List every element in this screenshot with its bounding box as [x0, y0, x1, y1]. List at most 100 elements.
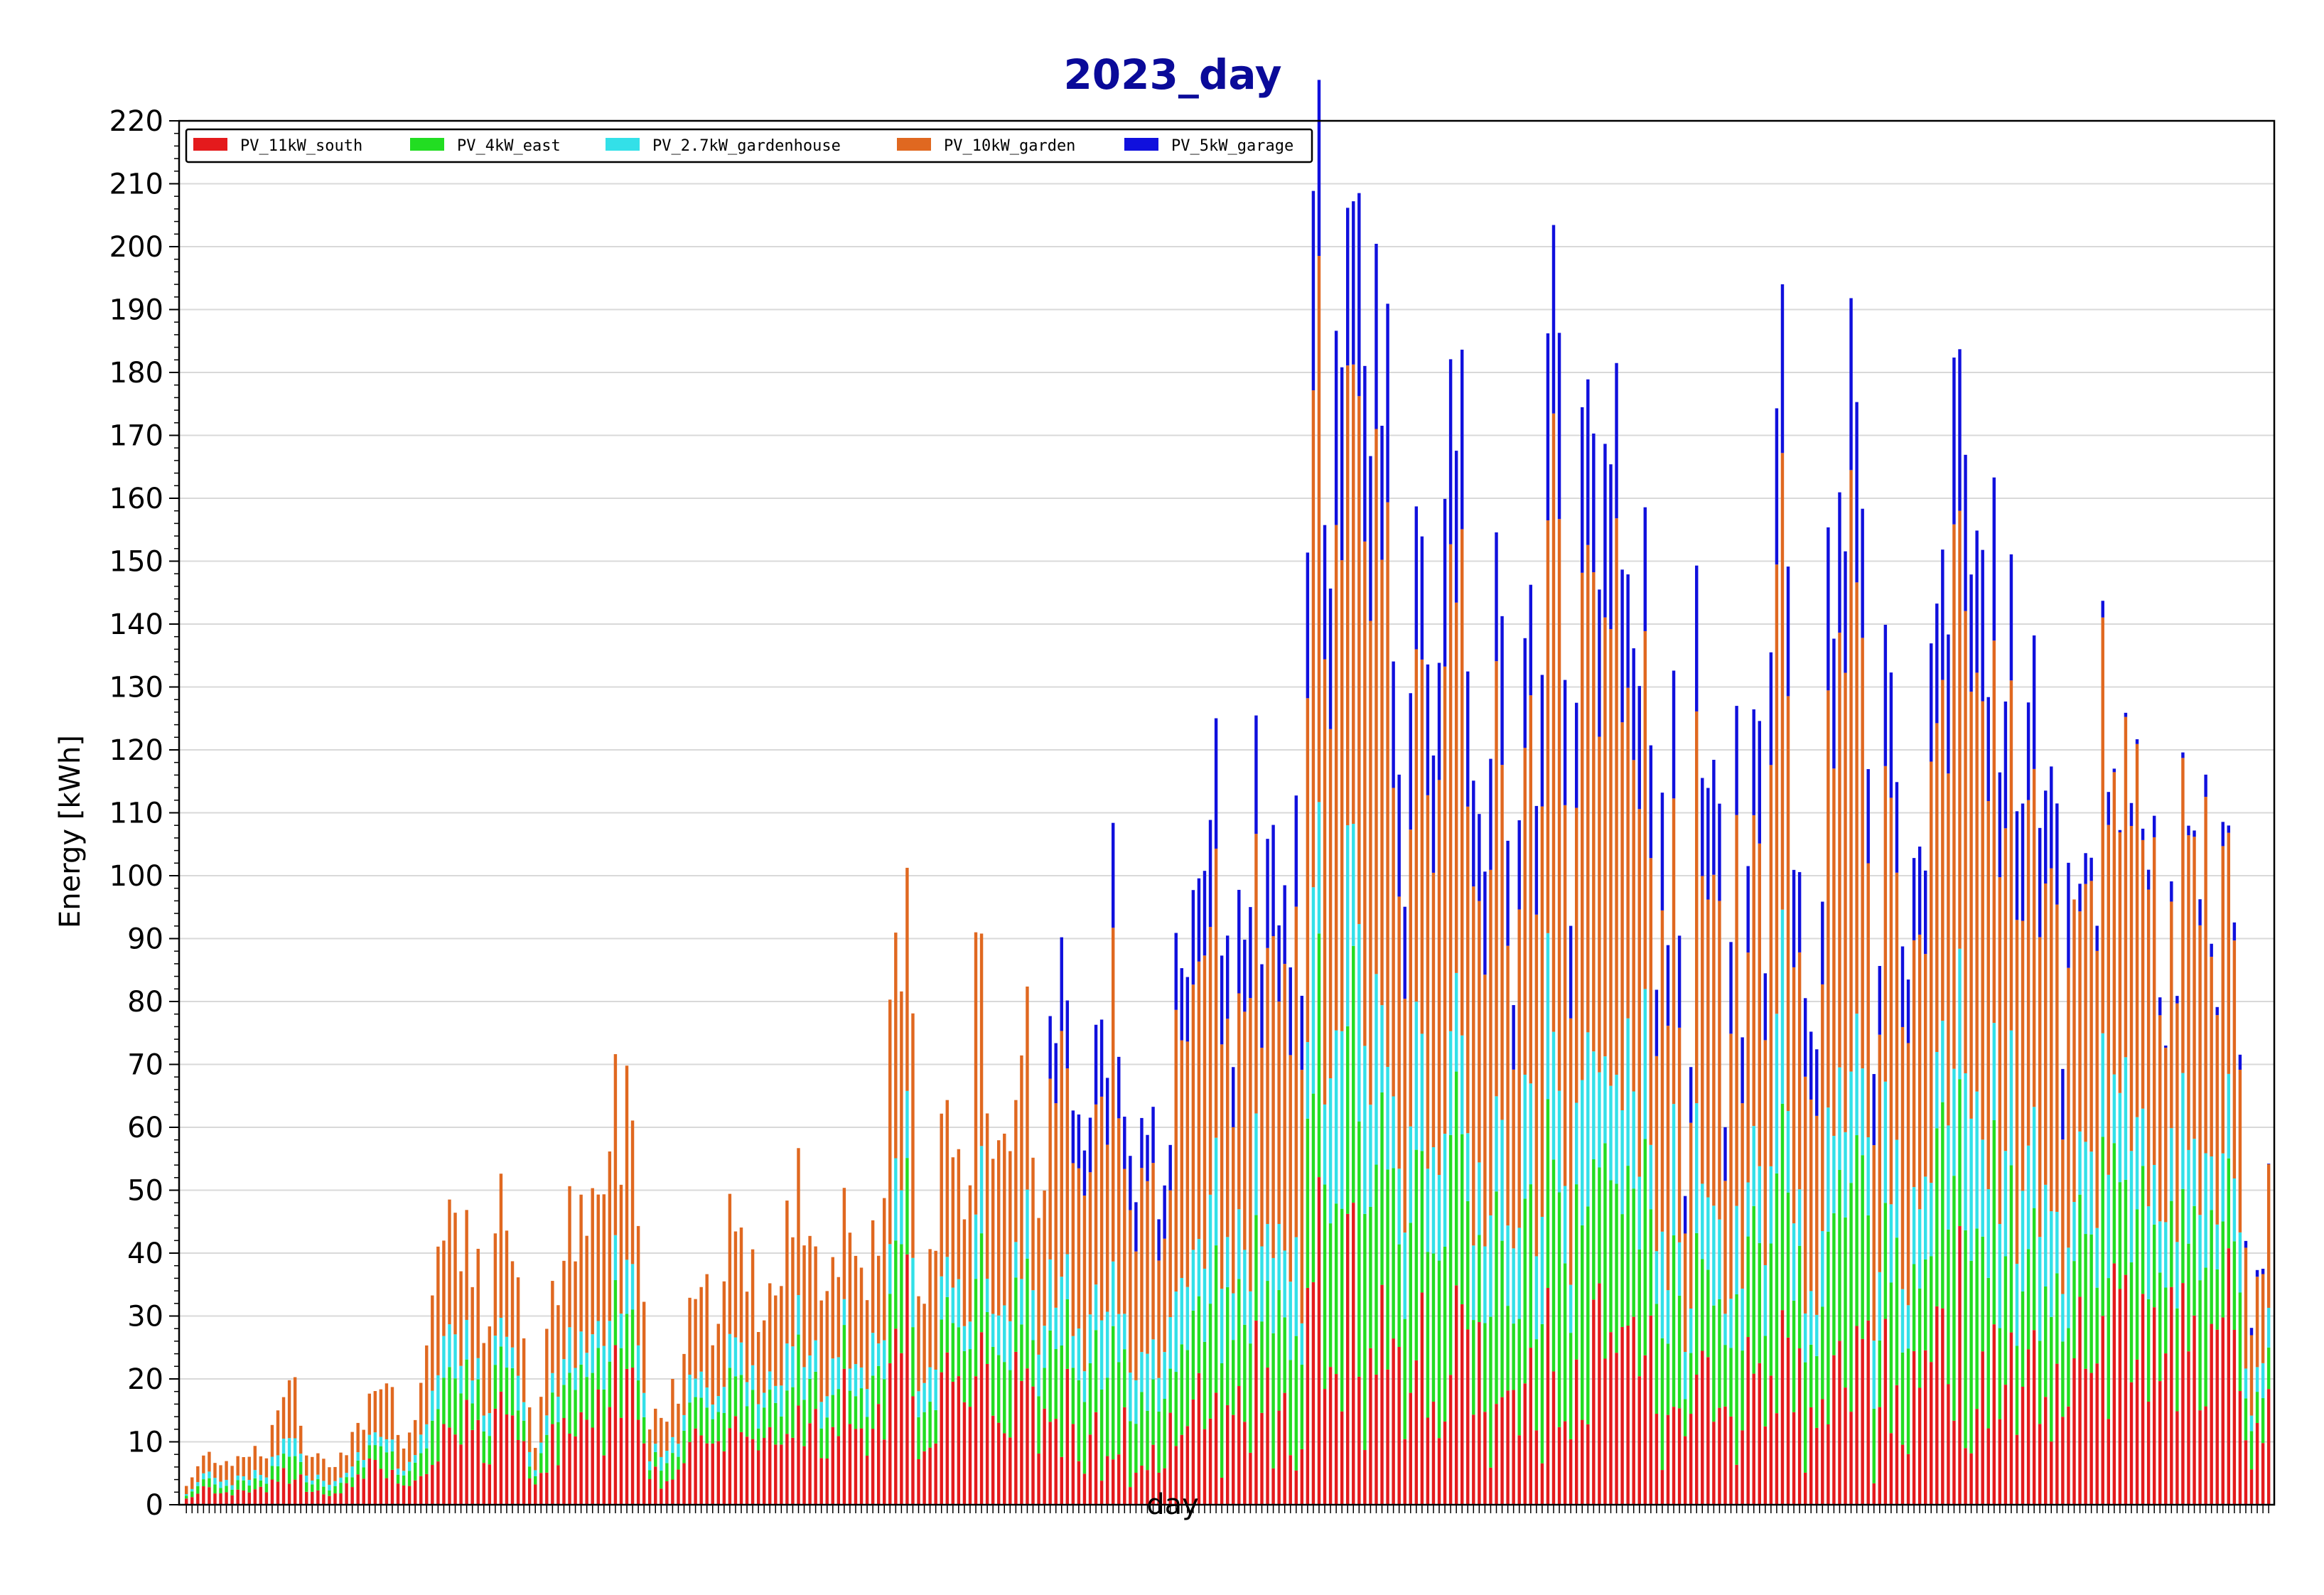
bar-segment-PV_4kW_east	[2227, 1158, 2231, 1249]
bar-segment-PV_2.7kW_gardenhouse	[225, 1480, 228, 1486]
bar-segment-PV_10kW_garden	[1792, 967, 1796, 1224]
bar-segment-PV_10kW_garden	[2193, 837, 2196, 1139]
bar-segment-PV_11kW_south	[470, 1429, 474, 1505]
bar-segment-PV_5kW_garage	[2261, 1268, 2265, 1274]
bar-segment-PV_5kW_garage	[2078, 884, 2082, 912]
bar-segment-PV_5kW_garage	[1249, 907, 1252, 999]
bar-segment-PV_10kW_garden	[905, 867, 909, 1091]
legend-box	[185, 128, 1313, 163]
bar-segment-PV_10kW_garden	[1454, 602, 1458, 973]
bar-segment-PV_10kW_garden	[1472, 886, 1475, 1246]
bar-segment-PV_2.7kW_gardenhouse	[1741, 1288, 1744, 1351]
bar-segment-PV_4kW_east	[997, 1355, 1001, 1423]
bar-segment-PV_10kW_garden	[305, 1455, 308, 1476]
bar-segment-PV_5kW_garage	[1832, 638, 1836, 769]
bar-segment-PV_2.7kW_gardenhouse	[1220, 1289, 1224, 1363]
bar-segment-PV_5kW_garage	[1300, 995, 1304, 1070]
bar-segment-PV_2.7kW_gardenhouse	[534, 1470, 537, 1476]
bar-segment-PV_10kW_garden	[1786, 696, 1790, 1112]
bar-segment-PV_5kW_garage	[1815, 1049, 1819, 1116]
bar-segment-PV_4kW_east	[2135, 1209, 2139, 1360]
bar-segment-PV_5kW_garage	[1786, 566, 1790, 697]
bar-segment-PV_2.7kW_gardenhouse	[745, 1382, 749, 1407]
bar-segment-PV_2.7kW_gardenhouse	[1105, 1311, 1109, 1378]
bar-segment-PV_10kW_garden	[745, 1291, 749, 1382]
bar-segment-PV_10kW_garden	[1185, 1041, 1190, 1287]
bar-segment-PV_11kW_south	[1357, 1376, 1361, 1505]
y-tick-label: 160	[109, 483, 163, 515]
bar-segment-PV_5kW_garage	[1466, 671, 1470, 807]
bar-segment-PV_11kW_south	[1334, 1374, 1338, 1505]
bar-segment-PV_4kW_east	[465, 1359, 468, 1400]
bar-segment-PV_2.7kW_gardenhouse	[911, 1257, 915, 1328]
bar-segment-PV_2.7kW_gardenhouse	[350, 1466, 354, 1478]
bar-segment-PV_5kW_garage	[2193, 830, 2196, 837]
bar-segment-PV_10kW_garden	[848, 1232, 852, 1369]
bar-segment-PV_4kW_east	[1380, 1092, 1384, 1285]
bar-segment-PV_2.7kW_gardenhouse	[522, 1402, 526, 1421]
bar-segment-PV_11kW_south	[1677, 1408, 1682, 1505]
bar-segment-PV_2.7kW_gardenhouse	[2204, 1153, 2207, 1268]
bar-segment-PV_5kW_garage	[1637, 686, 1641, 810]
bar-segment-PV_4kW_east	[1409, 1223, 1412, 1393]
bar-segment-PV_2.7kW_gardenhouse	[1082, 1371, 1087, 1402]
bar-segment-PV_2.7kW_gardenhouse	[1426, 1169, 1430, 1252]
bar-segment-PV_5kW_garage	[1472, 780, 1475, 887]
bar-segment-PV_2.7kW_gardenhouse	[1809, 1291, 1813, 1345]
bar-segment-PV_2.7kW_gardenhouse	[2187, 1149, 2190, 1244]
legend-label: PV_4kW_east	[457, 137, 561, 155]
bar-segment-PV_5kW_garage	[1900, 946, 1905, 1027]
bar-segment-PV_10kW_garden	[2107, 825, 2110, 1175]
bar-segment-PV_10kW_garden	[1935, 723, 1939, 1052]
bar-segment-PV_5kW_garage	[1797, 871, 1802, 952]
bar-segment-PV_10kW_garden	[1809, 1099, 1813, 1291]
bar-segment-PV_10kW_garden	[1077, 1168, 1081, 1329]
bar-segment-PV_4kW_east	[1300, 1365, 1304, 1449]
x-axis-label: day	[1146, 1488, 1199, 1521]
bar-segment-PV_4kW_east	[367, 1445, 372, 1459]
bar-segment-PV_2.7kW_gardenhouse	[2141, 1108, 2145, 1166]
bar-segment-PV_11kW_south	[814, 1409, 817, 1505]
bar-segment-PV_2.7kW_gardenhouse	[2146, 1206, 2151, 1299]
bar-segment-PV_11kW_south	[619, 1417, 623, 1505]
bar-segment-PV_5kW_garage	[1792, 869, 1796, 967]
bar-segment-PV_11kW_south	[636, 1419, 640, 1505]
bar-segment-PV_10kW_garden	[1632, 760, 1635, 1092]
bar-segment-PV_5kW_garage	[1243, 940, 1247, 1012]
bar-segment-PV_4kW_east	[1483, 1323, 1487, 1412]
bar-segment-PV_11kW_south	[1472, 1414, 1475, 1505]
bar-segment-PV_2.7kW_gardenhouse	[791, 1346, 795, 1387]
bar-segment-PV_2.7kW_gardenhouse	[1431, 1146, 1436, 1254]
bar-segment-PV_10kW_garden	[1151, 1163, 1155, 1340]
bar-segment-PV_11kW_south	[190, 1497, 194, 1505]
bar-segment-PV_11kW_south	[1889, 1433, 1893, 1505]
bar-segment-PV_2.7kW_gardenhouse	[356, 1452, 360, 1461]
bar-segment-PV_4kW_east	[527, 1466, 532, 1479]
bar-segment-PV_10kW_garden	[442, 1240, 446, 1336]
bar-segment-PV_10kW_garden	[1008, 1151, 1012, 1321]
bar-segment-PV_2.7kW_gardenhouse	[476, 1358, 480, 1380]
bar-segment-PV_10kW_garden	[819, 1300, 823, 1402]
bar-segment-PV_11kW_south	[1866, 1320, 1870, 1505]
legend-label: PV_10kW_garden	[944, 137, 1075, 155]
bar-segment-PV_10kW_garden	[1123, 1169, 1126, 1314]
bar-segment-PV_2.7kW_gardenhouse	[379, 1436, 383, 1446]
bar-segment-PV_11kW_south	[1695, 1374, 1699, 1505]
bar-segment-PV_4kW_east	[682, 1430, 686, 1464]
bar-segment-PV_10kW_garden	[934, 1250, 937, 1370]
bar-segment-PV_10kW_garden	[362, 1429, 365, 1461]
bar-segment-PV_10kW_garden	[527, 1407, 532, 1452]
bar-segment-PV_2.7kW_gardenhouse	[1117, 1314, 1121, 1363]
bar-segment-PV_5kW_garage	[1935, 603, 1939, 724]
bar-segment-PV_11kW_south	[185, 1498, 188, 1505]
bar-segment-PV_4kW_east	[1082, 1402, 1087, 1474]
bar-segment-PV_4kW_east	[1695, 1232, 1699, 1375]
bar-segment-PV_2.7kW_gardenhouse	[1557, 1090, 1561, 1193]
bar-segment-PV_2.7kW_gardenhouse	[276, 1455, 280, 1466]
bar-segment-PV_2.7kW_gardenhouse	[1014, 1242, 1018, 1278]
bar-segment-PV_2.7kW_gardenhouse	[1277, 1223, 1281, 1290]
bar-segment-PV_10kW_garden	[647, 1429, 652, 1461]
bar-segment-PV_4kW_east	[1718, 1299, 1721, 1408]
bar-segment-PV_10kW_garden	[979, 933, 984, 1146]
bar-segment-PV_11kW_south	[1534, 1430, 1539, 1505]
